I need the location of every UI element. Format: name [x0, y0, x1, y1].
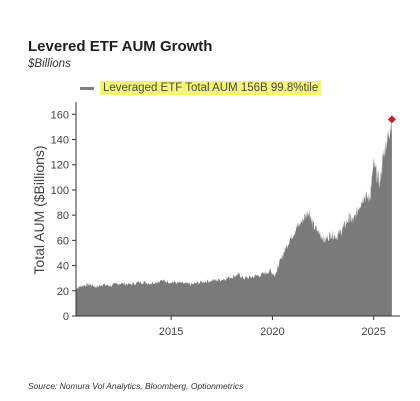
legend-swatch [80, 86, 94, 90]
y-tick-label: 160 [51, 109, 69, 121]
legend: Leveraged ETF Total AUM 156B 99.8%tile [80, 81, 322, 95]
y-tick-label: 100 [51, 185, 69, 197]
y-tick-label: 40 [57, 261, 69, 273]
x-tick-label: 2020 [260, 326, 284, 338]
plot: 0 20 40 60 80 100 120 140 160 2015 2020 2025 [51, 102, 400, 338]
latest-value-marker [387, 115, 396, 124]
x-tick-label: 2015 [159, 326, 183, 338]
chart-title: Levered ETF AUM Growth [28, 38, 213, 55]
y-tick-label: 20 [57, 286, 69, 298]
y-tick-label: 120 [51, 160, 69, 172]
y-tick-label: 140 [51, 135, 69, 147]
series-area-0 [76, 110, 392, 316]
y-tick-label: 60 [57, 235, 69, 247]
y-tick-label: 80 [57, 210, 69, 222]
legend-label: Leveraged ETF Total AUM 156B 99.8%tile [100, 81, 322, 95]
chart-subtitle: $Billions [28, 58, 71, 70]
source-note: Source: Nomura Vol Analytics, Bloomberg,… [28, 381, 244, 391]
x-tick-label: 2025 [361, 326, 385, 338]
y-tick-label: 0 [63, 311, 69, 323]
y-axis-label: Total AUM ($Billions) [31, 145, 47, 274]
